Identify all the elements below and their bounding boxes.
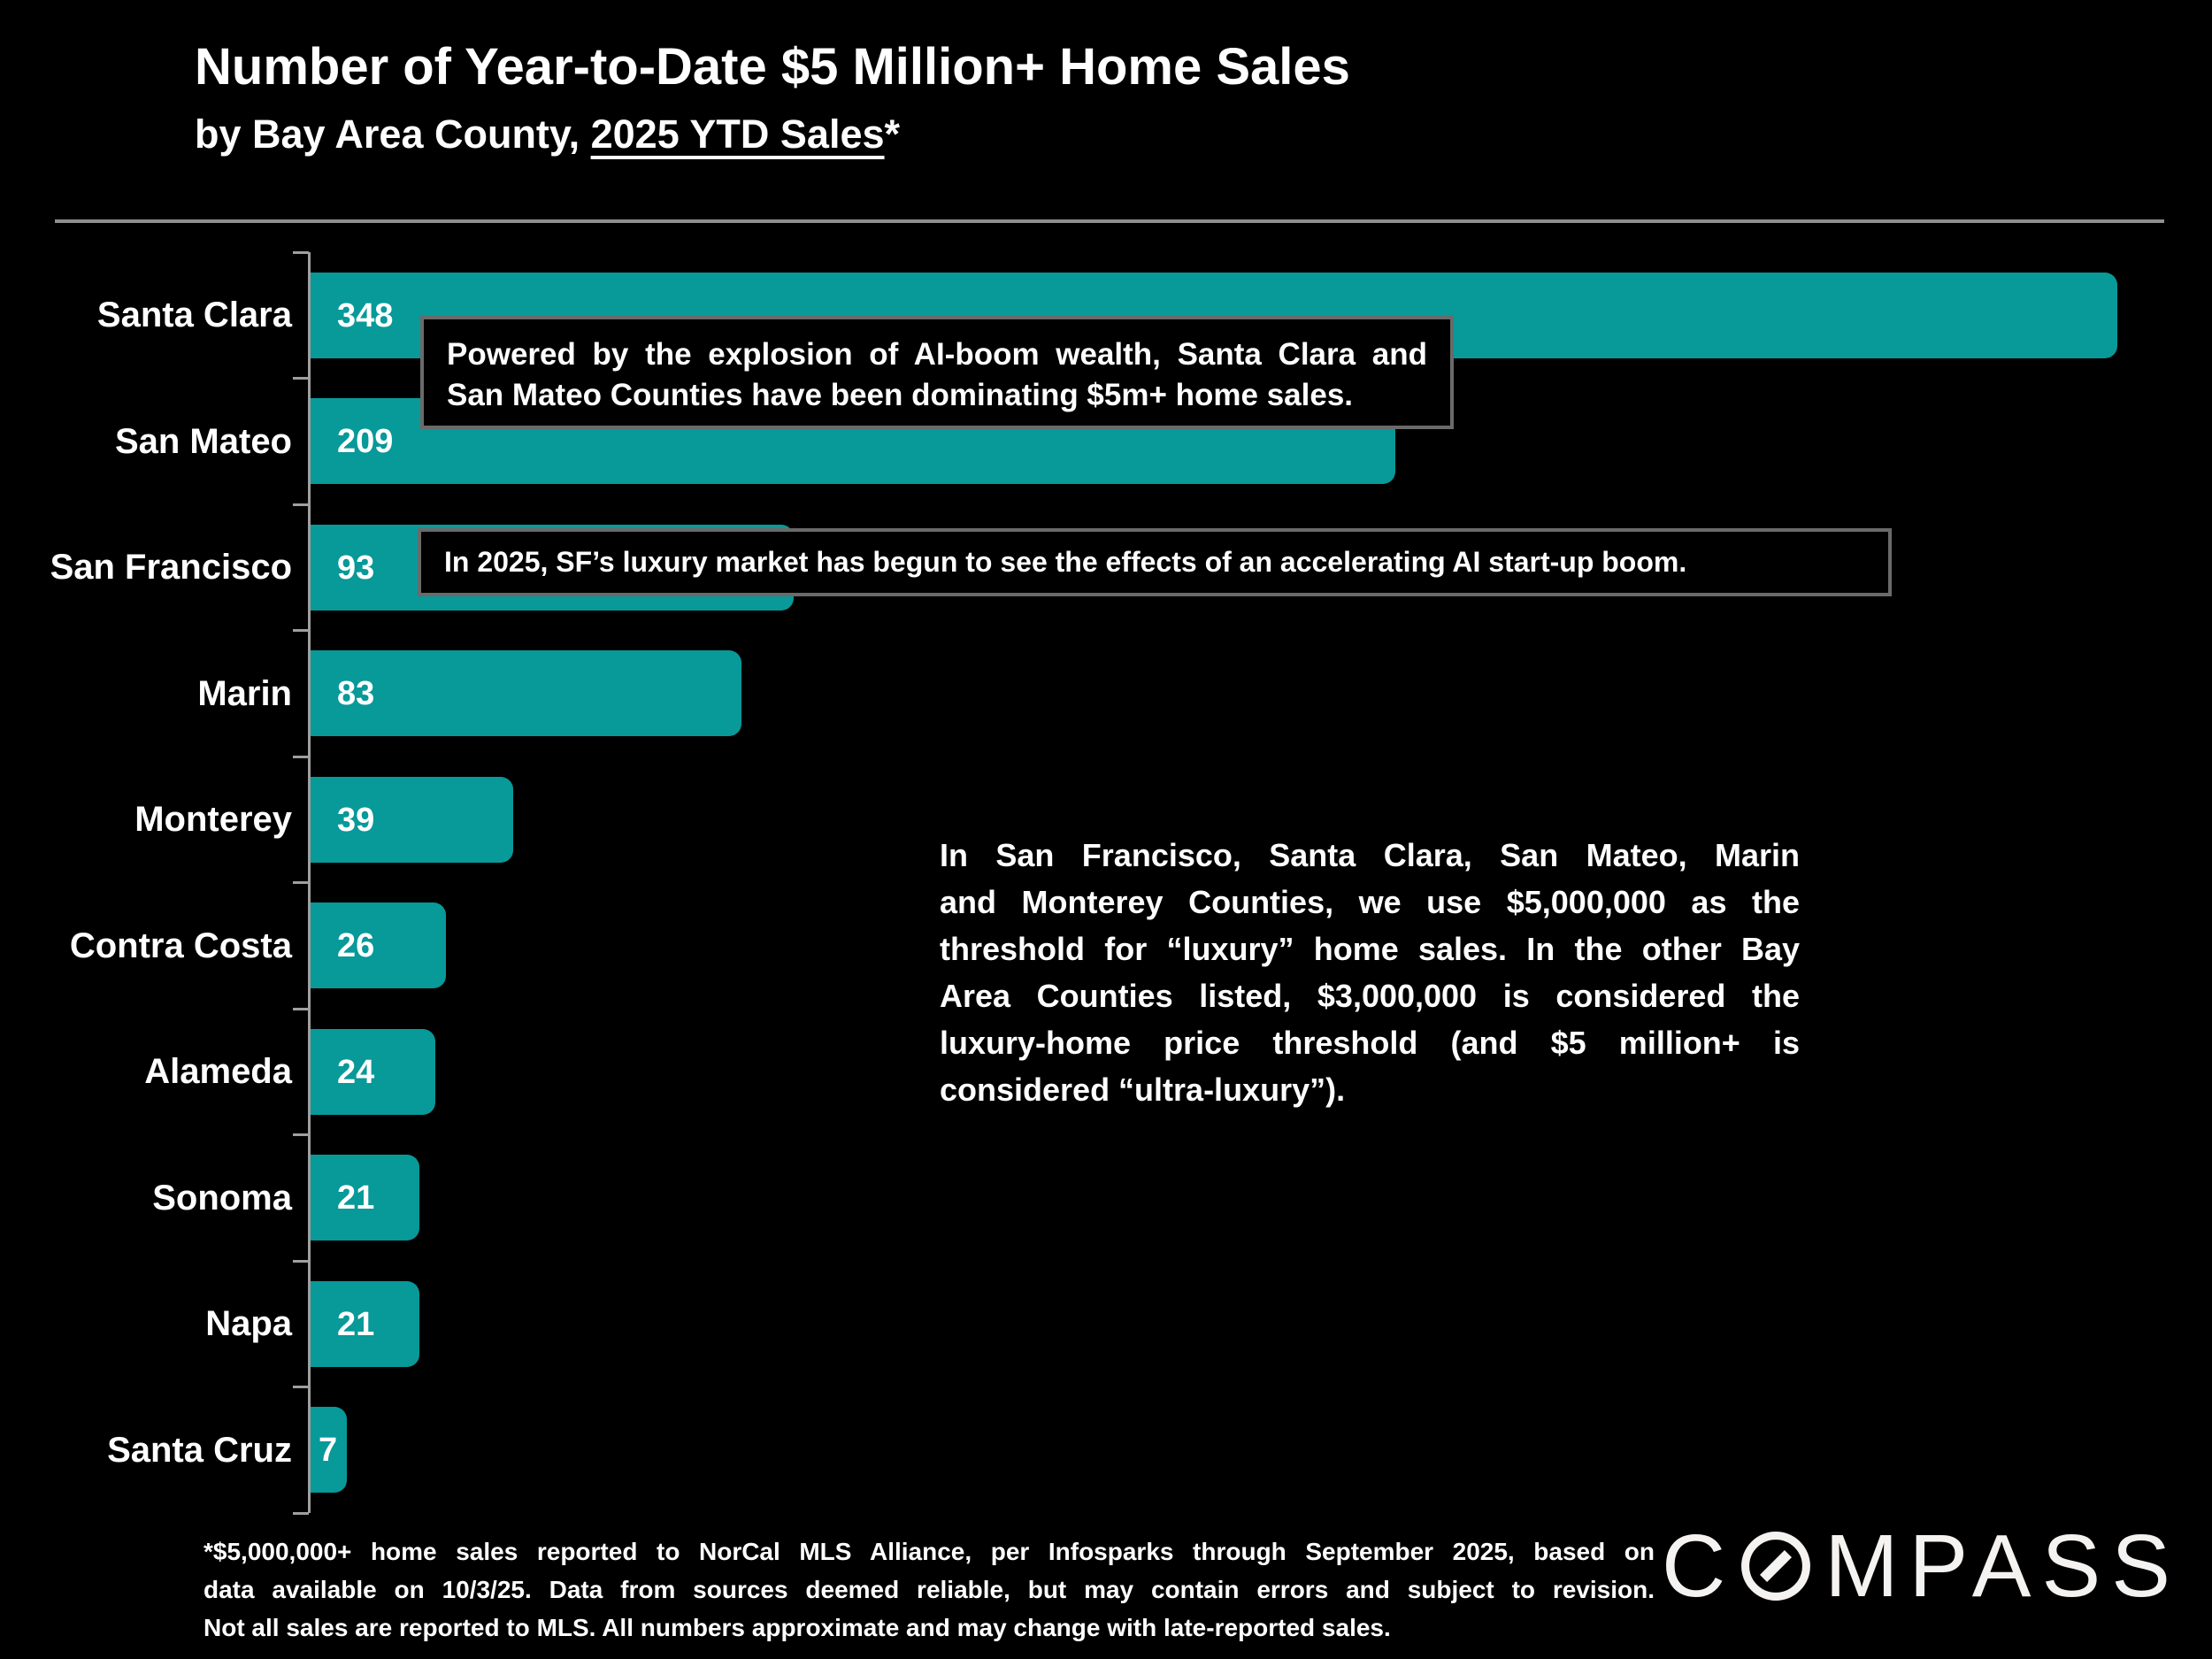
axis-tick (293, 1008, 309, 1010)
category-label-san-francisco: San Francisco (50, 548, 292, 587)
value-label-contra-costa: 26 (337, 926, 375, 964)
category-label-san-mateo: San Mateo (114, 422, 292, 461)
subtitle-underlined: 2025 YTD Sales (590, 111, 885, 157)
callout-sf-luxury: In 2025, SF’s luxury market has begun to… (418, 528, 1892, 596)
source-footnote: *$5,000,000+ home sales reported to NorC… (204, 1532, 1655, 1647)
threshold-note-line-6: considered “ultra-luxury”). (940, 1071, 1346, 1108)
axis-tick (293, 1133, 309, 1136)
axis-tick (293, 756, 309, 758)
page-subtitle: by Bay Area County, 2025 YTD Sales* (195, 111, 900, 157)
y-axis-line (308, 252, 311, 1513)
bar-alameda: 24 (311, 1029, 435, 1115)
bar-sonoma: 21 (311, 1155, 419, 1240)
value-label-san-francisco: 93 (337, 549, 375, 587)
callout-ai-boom-line-2: San Mateo Counties have been dominating … (447, 378, 1354, 412)
axis-tick (293, 1260, 309, 1263)
axis-tick (293, 251, 309, 254)
source-footnote-line-1: *$5,000,000+ home sales reported to NorC… (204, 1538, 1655, 1565)
bar-santa-cruz: 7 (311, 1407, 347, 1493)
axis-tick (293, 377, 309, 380)
value-label-santa-cruz: 7 (319, 1431, 338, 1469)
compass-needle-o-icon (1741, 1532, 1811, 1601)
bar-marin: 83 (311, 650, 741, 736)
bar-contra-costa: 26 (311, 902, 446, 988)
threshold-note-line-3: threshold for “luxury” home sales. In th… (940, 931, 1800, 967)
compass-logo: C MPASS (1662, 1517, 2181, 1616)
header-divider (55, 219, 2164, 223)
axis-tick (293, 503, 309, 506)
bar-napa: 21 (311, 1281, 419, 1367)
category-label-santa-clara: Santa Clara (96, 296, 292, 334)
category-label-santa-cruz: Santa Cruz (107, 1431, 292, 1470)
value-label-san-mateo: 209 (337, 422, 394, 460)
callout-ai-boom: Powered by the explosion of AI-boom weal… (420, 316, 1454, 429)
threshold-note-line-1: In San Francisco, Santa Clara, San Mateo… (940, 837, 1800, 873)
source-footnote-line-3: Not all sales are reported to MLS. All n… (204, 1614, 1391, 1641)
value-label-marin: 83 (337, 674, 375, 712)
source-footnote-line-2: data available on 10/3/25. Data from sou… (204, 1576, 1655, 1603)
threshold-note-line-4: Area Counties listed, $3,000,000 is cons… (940, 978, 1800, 1014)
compass-logo-rest: MPASS (1824, 1517, 2181, 1616)
page-title: Number of Year-to-Date $5 Million+ Home … (195, 38, 1350, 96)
category-label-sonoma: Sonoma (152, 1179, 292, 1217)
axis-tick (293, 1386, 309, 1388)
category-label-monterey: Monterey (134, 800, 292, 839)
axis-tick (293, 881, 309, 884)
value-label-sonoma: 21 (337, 1179, 375, 1217)
value-label-monterey: 39 (337, 801, 375, 839)
category-label-marin: Marin (197, 674, 292, 713)
callout-ai-boom-line-1: Powered by the explosion of AI-boom weal… (447, 337, 1427, 372)
category-label-alameda: Alameda (144, 1052, 292, 1091)
threshold-note-line-5: luxury-home price threshold (and $5 mill… (940, 1025, 1800, 1061)
category-label-napa: Napa (205, 1304, 292, 1343)
threshold-note-line-2: and Monterey Counties, we use $5,000,000… (940, 884, 1800, 920)
subtitle-asterisk: * (884, 111, 901, 157)
axis-tick (293, 1512, 309, 1515)
category-label-contra-costa: Contra Costa (69, 926, 292, 965)
compass-logo-c: C (1662, 1517, 1737, 1616)
subtitle-prefix: by Bay Area County, (195, 111, 591, 157)
axis-tick (293, 629, 309, 632)
value-label-santa-clara: 348 (337, 296, 394, 334)
bar-monterey: 39 (311, 777, 513, 863)
threshold-note: In San Francisco, Santa Clara, San Mateo… (940, 832, 1800, 1113)
value-label-alameda: 24 (337, 1053, 375, 1091)
value-label-napa: 21 (337, 1305, 375, 1343)
